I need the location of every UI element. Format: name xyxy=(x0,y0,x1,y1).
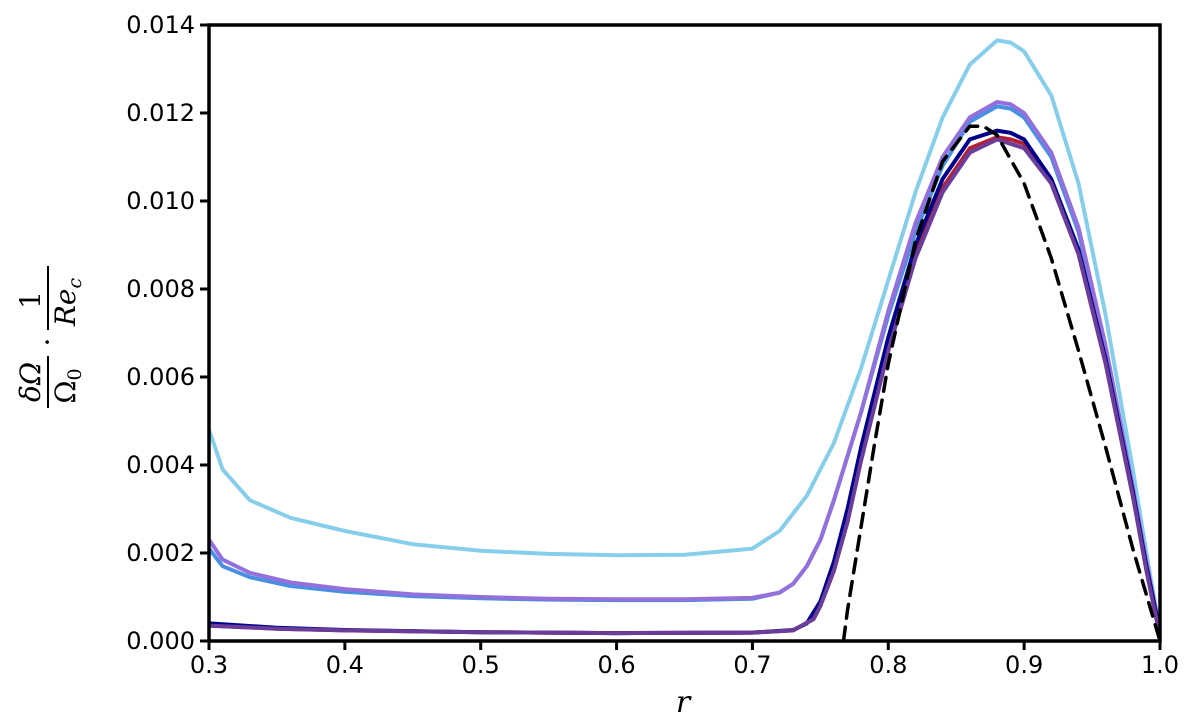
y-tick-label: 0.014 xyxy=(126,11,195,39)
series-line-6 xyxy=(209,137,1160,639)
y-title-dot: · xyxy=(31,338,64,347)
x-tick-label: 0.7 xyxy=(733,651,771,679)
x-tick-label: 0.4 xyxy=(326,651,364,679)
y-axis-title: δΩ Ω0 · 1 Rec xyxy=(14,266,86,408)
series-line-1 xyxy=(209,38,1160,635)
y-axis: 0.000 0.002 0.004 0.006 0.008 0.010 0.012 0.014 xyxy=(126,11,209,655)
x-tick-label: 0.9 xyxy=(1005,651,1043,679)
x-axis-title: r xyxy=(676,685,692,720)
series-line-3 xyxy=(209,100,1160,635)
y-title-den1: Ω0 xyxy=(49,368,86,403)
x-tick-label: 0.3 xyxy=(190,651,228,679)
x-tick-label: 0.5 xyxy=(462,651,500,679)
y-tick-label: 0.012 xyxy=(126,99,195,127)
y-title-den2: Rec xyxy=(49,278,86,328)
series-line-4 xyxy=(209,135,1160,636)
series-line-5 xyxy=(209,128,1160,636)
y-title-num2: 1 xyxy=(14,291,47,309)
y-tick-label: 0.008 xyxy=(126,275,195,303)
y-tick-label: 0.006 xyxy=(126,363,195,391)
x-tick-label: 1.0 xyxy=(1141,651,1179,679)
y-tick-label: 0.002 xyxy=(126,539,195,567)
series-line-7 xyxy=(841,124,1160,641)
x-tick-label: 0.8 xyxy=(869,651,907,679)
y-tick-label: 0.010 xyxy=(126,187,195,215)
y-title-num1: δΩ xyxy=(14,362,47,402)
x-tick-label: 0.6 xyxy=(597,651,635,679)
y-tick-label: 0.004 xyxy=(126,451,195,479)
x-axis: 0.3 0.4 0.5 0.6 0.7 0.8 0.9 1.0 xyxy=(190,641,1179,679)
y-tick-label: 0.000 xyxy=(126,627,195,655)
series-layer xyxy=(209,38,1160,641)
plot-frame xyxy=(207,23,1162,643)
